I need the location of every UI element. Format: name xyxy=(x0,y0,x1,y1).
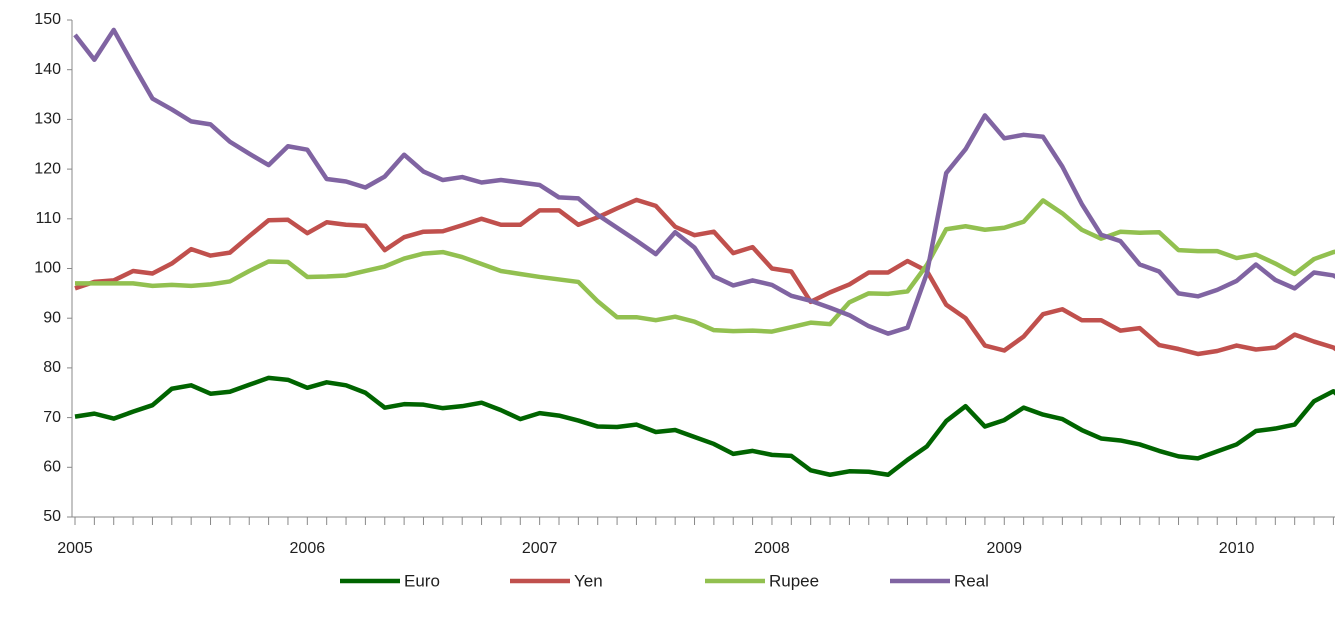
x-tick-label: 2007 xyxy=(522,540,558,557)
plot-area xyxy=(73,27,1335,477)
x-tick-label: 2006 xyxy=(290,540,326,557)
legend-label: Rupee xyxy=(769,571,819,590)
line-series xyxy=(73,27,1335,336)
line-series xyxy=(75,198,1335,334)
line-series xyxy=(74,375,1335,477)
y-tick-label: 80 xyxy=(43,359,61,376)
legend-label: Euro xyxy=(404,571,440,590)
y-tick-label: 60 xyxy=(43,459,61,476)
y-tick-label: 150 xyxy=(34,11,61,28)
y-tick-label: 110 xyxy=(35,210,61,227)
line-series xyxy=(74,197,1335,357)
x-tick-label: 2009 xyxy=(986,540,1022,557)
x-tick-label: 2005 xyxy=(57,540,93,557)
legend: Euro Yen Rupee Real xyxy=(340,571,989,590)
legend-label: Real xyxy=(954,571,989,590)
y-tick-label: 70 xyxy=(43,409,61,426)
x-tick-label: 2010 xyxy=(1219,540,1255,557)
y-tick-label: 100 xyxy=(34,260,61,277)
y-tick-label: 120 xyxy=(34,160,61,177)
axes: 50 60 70 80 90 100 110 120 130 140 150 2005 2006 2007… xyxy=(34,11,1335,557)
y-tick-label: 140 xyxy=(34,61,61,78)
y-tick-label: 90 xyxy=(43,309,61,326)
y-tick-label: 50 xyxy=(43,508,61,525)
legend-label: Yen xyxy=(574,571,603,590)
y-tick-label: 130 xyxy=(34,111,61,128)
x-tick-label: 2008 xyxy=(754,540,790,557)
